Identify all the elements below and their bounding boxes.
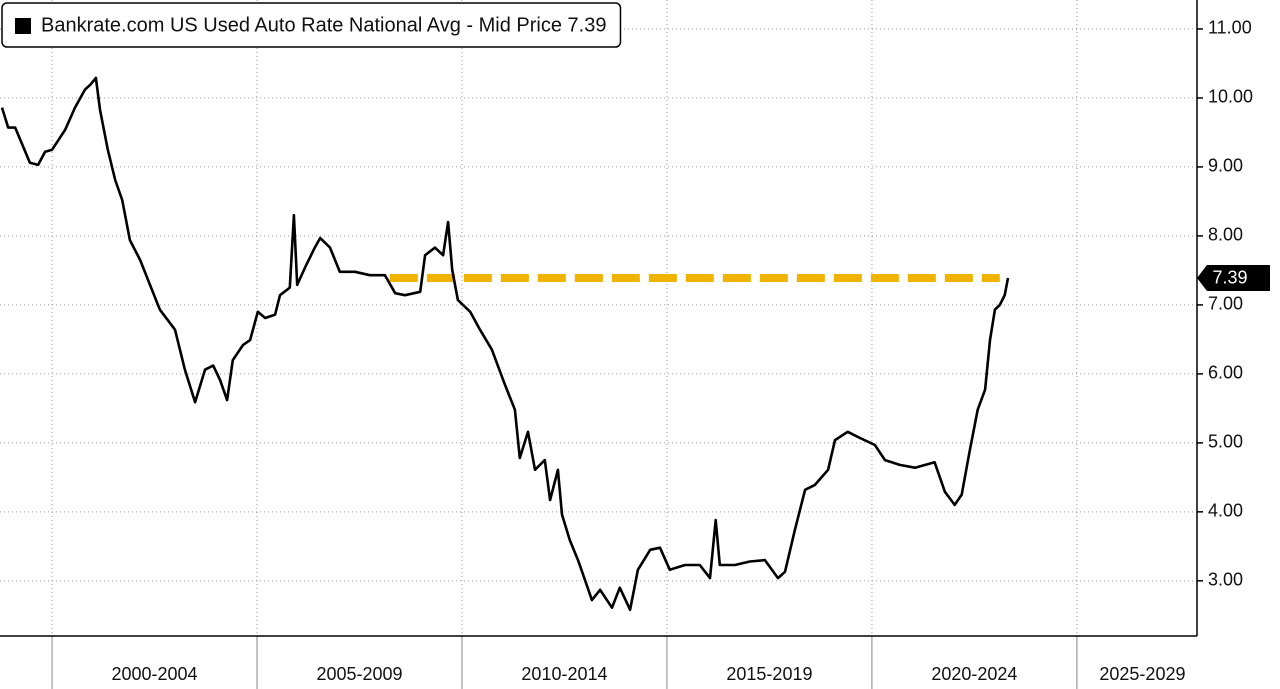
legend-box (1, 2, 622, 48)
y-tick-label: 3.00 (1208, 570, 1243, 590)
x-tick-label: 2005-2009 (316, 664, 402, 684)
series-line (0, 76, 1010, 612)
y-tick-label: 8.00 (1208, 225, 1243, 245)
x-tick-label: 2010-2014 (521, 664, 607, 684)
last-value-tag (1197, 264, 1270, 291)
y-tick-label: 6.00 (1208, 363, 1243, 383)
x-tick-label: 2000-2004 (111, 664, 197, 684)
legend-label: Bankrate.com US Used Auto Rate National … (41, 14, 606, 36)
legend-swatch (15, 18, 31, 34)
y-tick-label: 9.00 (1208, 156, 1243, 176)
y-tick-label: 7.00 (1208, 294, 1243, 314)
y-tick-label: 5.00 (1208, 432, 1243, 452)
x-tick-label: 2025-2029 (1099, 664, 1185, 684)
last-value-label: 7.39 (1212, 268, 1247, 288)
x-tick-label: 2020-2024 (931, 664, 1017, 684)
y-tick-label: 11.00 (1208, 18, 1252, 38)
legend: Bankrate.com US Used Auto Rate National … (1, 2, 622, 48)
y-tick-label: 10.00 (1208, 87, 1253, 107)
x-tick-label: 2015-2019 (726, 664, 812, 684)
y-tick-label: 4.00 (1208, 501, 1243, 521)
